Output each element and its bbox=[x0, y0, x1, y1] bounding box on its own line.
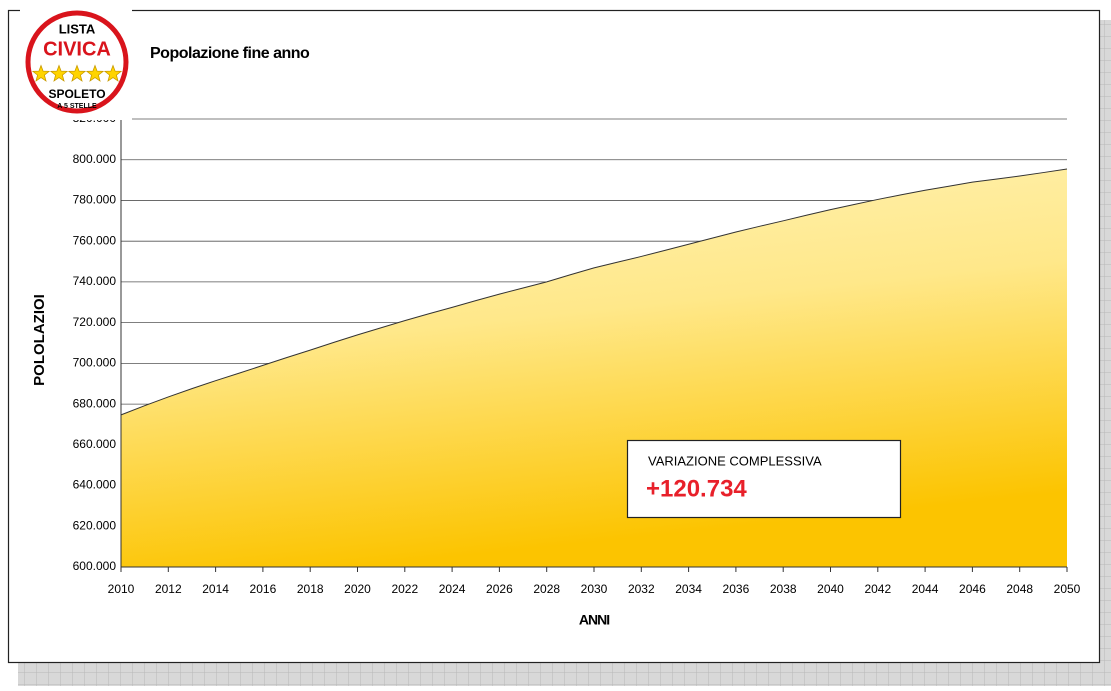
x-tick-label: 2042 bbox=[864, 582, 891, 596]
x-tick-label: 2036 bbox=[723, 582, 750, 596]
logo: LISTA CIVICA SPOLETO A 5 STELLE bbox=[20, 8, 132, 120]
x-tick-label: 2040 bbox=[817, 582, 844, 596]
x-tick-label: 2016 bbox=[250, 582, 277, 596]
annotation-box bbox=[626, 439, 902, 519]
x-tick-label: 2050 bbox=[1054, 582, 1081, 596]
logo-star bbox=[85, 64, 105, 82]
x-tick-label: 2024 bbox=[439, 582, 466, 596]
x-tick-label: 2026 bbox=[486, 582, 513, 596]
y-tick-label: 780.000 bbox=[73, 193, 117, 207]
y-tick-label: 600.000 bbox=[73, 559, 117, 573]
annotation-value: +120.734 bbox=[646, 475, 747, 502]
x-tick-label: 2044 bbox=[912, 582, 939, 596]
x-tick-label: 2014 bbox=[202, 582, 229, 596]
y-tick-label: 640.000 bbox=[73, 478, 117, 492]
y-tick-label: 720.000 bbox=[73, 315, 117, 329]
y-tick-label: 800.000 bbox=[73, 152, 117, 166]
y-tick-label: 660.000 bbox=[73, 437, 117, 451]
logo-star bbox=[103, 64, 123, 82]
x-tick-label: 2032 bbox=[628, 582, 655, 596]
logo-stars bbox=[31, 64, 123, 82]
chart-title: Popolazione fine anno bbox=[150, 45, 310, 62]
x-tick-label: 2048 bbox=[1006, 582, 1033, 596]
shadow bbox=[18, 663, 1111, 686]
annotation-label: VARIAZIONE COMPLESSIVA bbox=[648, 453, 822, 468]
logo-star bbox=[67, 64, 87, 82]
x-tick-label: 2012 bbox=[155, 582, 182, 596]
y-tick-label: 620.000 bbox=[73, 518, 117, 532]
logo-text: SPOLETO bbox=[48, 87, 105, 101]
line bbox=[120, 168, 1068, 416]
x-tick-label: 2020 bbox=[344, 582, 371, 596]
y-tick-label: 700.000 bbox=[73, 356, 117, 370]
y-tick-label: 740.000 bbox=[73, 274, 117, 288]
x-tick-label: 2010 bbox=[108, 582, 135, 596]
y-tick-label: 760.000 bbox=[73, 233, 117, 247]
x-tick-label: 2022 bbox=[391, 582, 418, 596]
y-axis-label: POLOLAZIOI bbox=[31, 294, 48, 386]
logo-text: LISTA bbox=[59, 21, 96, 36]
x-tick-label: 2034 bbox=[675, 582, 702, 596]
x-tick-label: 2038 bbox=[770, 582, 797, 596]
logo-ring bbox=[25, 10, 129, 114]
x-tick-label: 2046 bbox=[959, 582, 986, 596]
logo-text: CIVICA bbox=[43, 38, 111, 60]
logo-text: A 5 STELLE bbox=[57, 103, 97, 110]
x-axis-label: ANNI bbox=[579, 612, 609, 628]
logo-star bbox=[31, 64, 51, 82]
x-tick-label: 2018 bbox=[297, 582, 324, 596]
logo-star bbox=[49, 64, 69, 82]
annotation: VARIAZIONE COMPLESSIVA +120.734 bbox=[626, 439, 902, 519]
x-tick-label: 2030 bbox=[581, 582, 608, 596]
shadow bbox=[1100, 20, 1111, 686]
y-tick-label: 680.000 bbox=[73, 396, 117, 410]
x-tick-label: 2028 bbox=[533, 582, 560, 596]
